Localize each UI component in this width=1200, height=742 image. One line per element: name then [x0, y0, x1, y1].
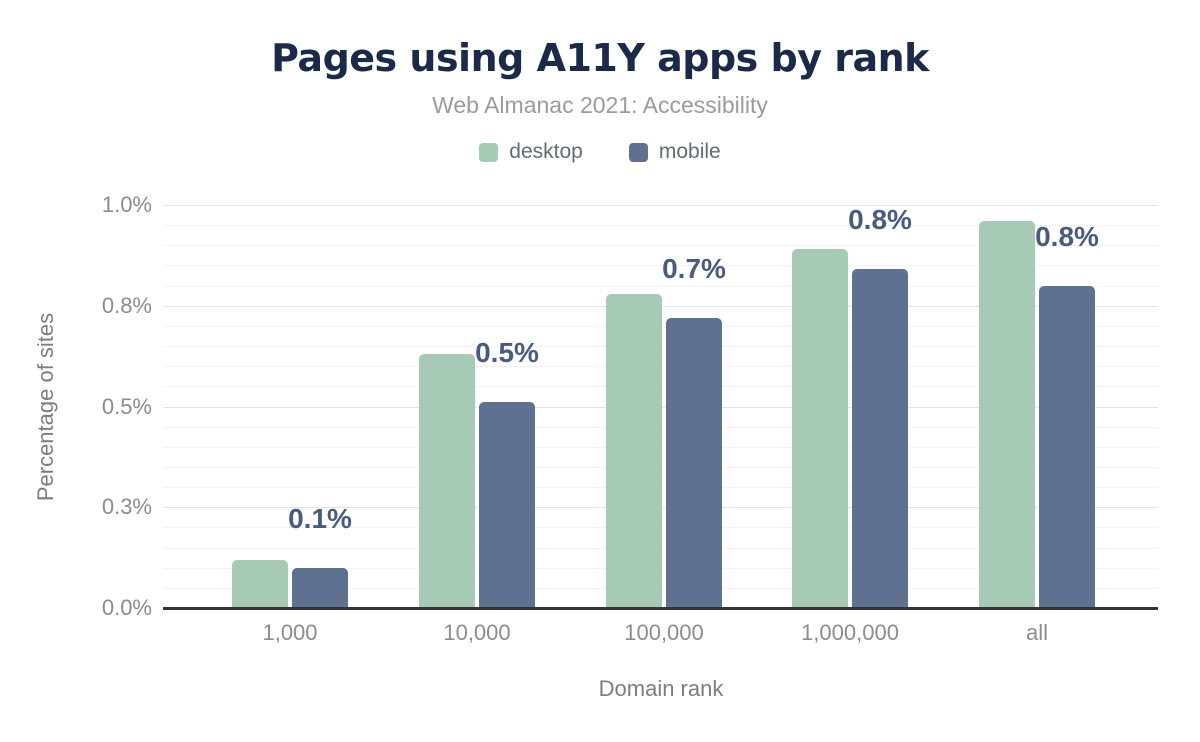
legend: desktop mobile [0, 140, 1200, 164]
y-axis-title: Percentage of sites [33, 312, 58, 502]
mobile-swatch-icon [628, 142, 648, 162]
x-tick-label: 1,000,000 [801, 620, 899, 645]
x-tick-label: 1,000 [262, 620, 318, 645]
x-tick-label: all [1025, 620, 1048, 645]
data-label: 0.5% [475, 337, 539, 368]
data-label: 0.1% [288, 503, 352, 534]
minor-gridline [163, 265, 1158, 266]
bar-mobile-1000000[interactable] [852, 269, 908, 608]
y-tick-label: 0.8% [101, 293, 152, 318]
minor-gridline [163, 225, 1158, 226]
y-tick-label: 0.3% [101, 494, 152, 519]
data-label: 0.7% [662, 253, 726, 284]
minor-gridline [163, 245, 1158, 246]
data-label: 0.8% [1035, 221, 1099, 252]
x-tick-label: 10,000 [443, 620, 511, 645]
data-label: 0.8% [848, 204, 912, 235]
legend-label: desktop [509, 140, 583, 163]
bar-desktop-1000[interactable] [232, 560, 288, 608]
desktop-swatch-icon [479, 142, 499, 162]
bar-desktop-10000[interactable] [419, 354, 475, 608]
x-axis-line [163, 607, 1158, 610]
x-tick-label: 100,000 [624, 620, 704, 645]
legend-item-mobile[interactable]: mobile [628, 140, 721, 164]
legend-item-desktop[interactable]: desktop [479, 140, 583, 164]
chart-title: Pages using A11Y apps by rank [271, 36, 929, 80]
bar-mobile-all[interactable] [1039, 286, 1095, 608]
legend-label: mobile [658, 140, 721, 163]
y-tick-label: 0.5% [101, 394, 152, 419]
bar-desktop-100000[interactable] [606, 294, 662, 608]
bar-mobile-100000[interactable] [666, 318, 722, 608]
x-axis-title: Domain rank [598, 676, 724, 701]
bar-desktop-all[interactable] [979, 221, 1035, 608]
major-gridline [163, 205, 1158, 206]
y-tick-label: 0.0% [101, 595, 152, 620]
y-tick-label: 1.0% [101, 192, 152, 217]
bar-mobile-10000[interactable] [479, 402, 535, 608]
bar-desktop-1000000[interactable] [792, 249, 848, 608]
bar-mobile-1000[interactable] [292, 568, 348, 608]
chart-subtitle: Web Almanac 2021: Accessibility [432, 92, 768, 118]
minor-gridline [163, 286, 1158, 287]
